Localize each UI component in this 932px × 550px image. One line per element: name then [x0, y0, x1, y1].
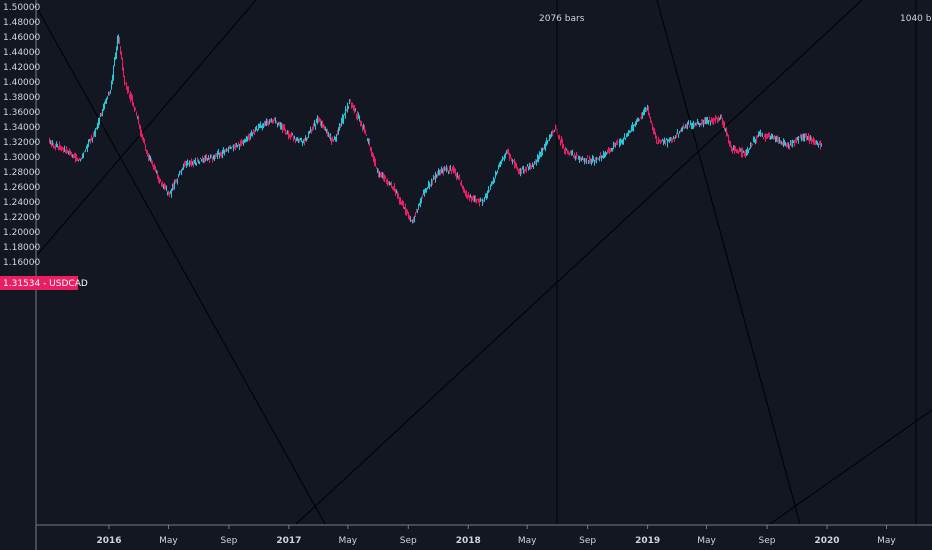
time-tick-label: May — [877, 536, 896, 546]
time-tick-label: 2017 — [276, 536, 301, 546]
trend-line[interactable] — [36, 7, 326, 525]
price-tick-label: 1.16000 — [3, 258, 40, 268]
time-tick-label: May — [159, 536, 178, 546]
price-tick-label: 1.24000 — [3, 198, 40, 208]
bar-count-annotations: 2076 bars 1040 bars — [539, 0, 932, 525]
price-tick-label: 1.26000 — [3, 183, 40, 193]
time-tick-label: May — [518, 536, 537, 546]
price-tick-label: 1.46000 — [3, 33, 40, 43]
candlestick-series — [49, 34, 822, 224]
time-tick-label: 2019 — [635, 536, 660, 546]
price-tick-label: 1.42000 — [3, 63, 40, 73]
trend-line[interactable] — [656, 0, 801, 525]
trend-line[interactable] — [295, 0, 863, 525]
price-tick-label: 1.50000 — [3, 3, 40, 13]
price-tick-label: 1.30000 — [3, 153, 40, 163]
time-tick-label: Sep — [400, 536, 417, 546]
price-tick-label: 1.44000 — [3, 48, 40, 58]
trend-line[interactable] — [769, 409, 932, 525]
last-price-label: 1.31534 - USDCAD — [3, 279, 88, 289]
price-tick-label: 1.22000 — [3, 213, 40, 223]
price-tick-label: 1.48000 — [3, 18, 40, 28]
price-tick-label: 1.40000 — [3, 78, 40, 88]
price-tick-label: 1.38000 — [3, 93, 40, 103]
last-price-badge-bg — [0, 276, 78, 290]
time-tick-label: 2020 — [814, 536, 839, 546]
bar-count-label-2: 1040 bars — [900, 14, 932, 24]
trend-lines[interactable] — [36, 0, 932, 525]
time-tick-label: May — [339, 536, 358, 546]
time-tick-label: Sep — [759, 536, 776, 546]
last-price-badge: 1.31534 - USDCAD — [0, 276, 88, 290]
time-tick-label: May — [697, 536, 716, 546]
price-tick-label: 1.34000 — [3, 123, 40, 133]
price-axis-ticks: 1.50000 1.48000 1.46000 1.44000 1.42000 1.400… — [3, 3, 40, 268]
bar-count-label-1: 2076 bars — [539, 14, 585, 24]
time-tick-label: Sep — [220, 536, 237, 546]
time-tick-label: Sep — [579, 536, 596, 546]
trend-line[interactable] — [36, 0, 257, 256]
price-tick-label: 1.36000 — [3, 108, 40, 118]
price-tick-label: 1.20000 — [3, 228, 40, 238]
time-axis-ticks: 2016 May Sep 2017 May Sep 2018 May Sep 2019 May Sep… — [96, 525, 896, 546]
price-tick-label: 1.28000 — [3, 168, 40, 178]
time-tick-label: 2016 — [96, 536, 121, 546]
price-tick-label: 1.18000 — [3, 243, 40, 253]
time-tick-label: 2018 — [456, 536, 481, 546]
price-tick-label: 1.32000 — [3, 138, 40, 148]
